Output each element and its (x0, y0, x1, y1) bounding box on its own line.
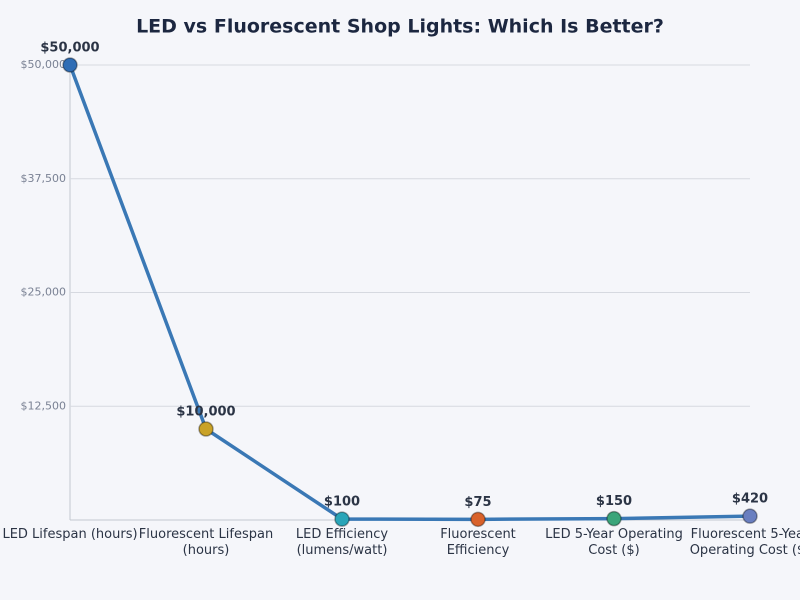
x-tick-label: LED Efficiency (lumens/watt) (295, 527, 389, 558)
x-tick-label: LED 5-Year Operating Cost ($) (545, 527, 683, 558)
x-tick-label: Fluorescent Efficiency (440, 527, 516, 558)
data-label: $75 (464, 495, 491, 510)
data-point (334, 511, 350, 527)
data-point (742, 508, 758, 524)
data-label: $10,000 (176, 405, 235, 420)
data-point (62, 57, 78, 73)
data-label: $150 (596, 494, 632, 509)
y-tick-label: $37,500 (21, 172, 67, 185)
data-label: $100 (324, 495, 360, 510)
data-line (68, 64, 751, 522)
y-tick-label: $25,000 (21, 286, 67, 299)
y-tick-label: $50,000 (21, 58, 67, 71)
x-tick-label: Fluorescent Lifespan (hours) (138, 527, 274, 558)
data-point (198, 421, 214, 437)
y-tick-label: $12,500 (21, 399, 67, 412)
data-label: $420 (732, 492, 768, 507)
x-tick-label: LED Lifespan (hours) (2, 527, 138, 542)
data-point (606, 510, 622, 527)
chart-title: LED vs Fluorescent Shop Lights: Which Is… (136, 16, 664, 38)
x-tick-label: Fluorescent 5-Year Operating Cost ($) (689, 527, 800, 558)
data-label: $50,000 (40, 41, 99, 56)
data-point (470, 511, 486, 528)
